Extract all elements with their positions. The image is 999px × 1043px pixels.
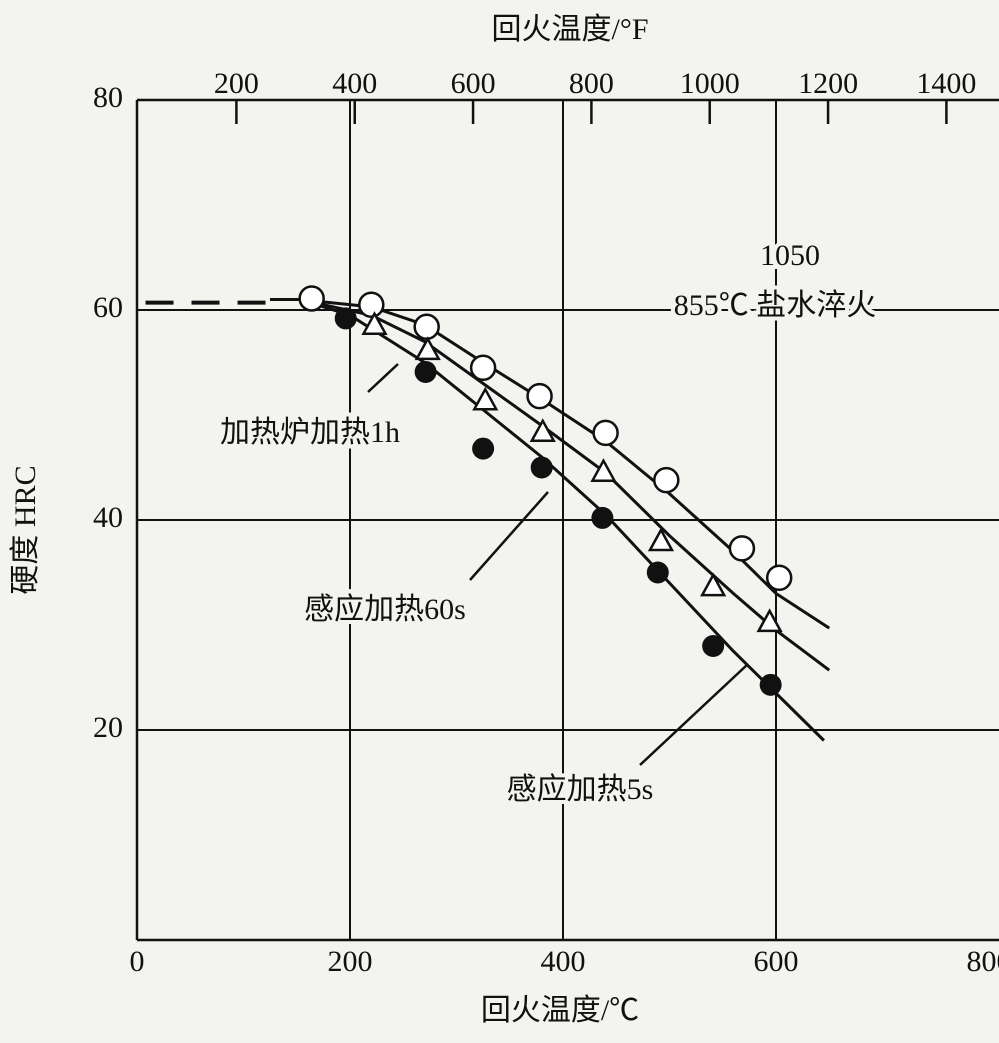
- x2-tick-label: 1400: [916, 67, 976, 100]
- marker: [702, 635, 725, 657]
- y-axis-title: 硬度 HRC: [9, 465, 42, 594]
- marker: [765, 564, 793, 591]
- marker: [472, 386, 499, 411]
- marker: [646, 561, 669, 584]
- marker: [413, 313, 440, 341]
- x-tick-label: 800: [967, 945, 999, 978]
- x2-tick-label: 1200: [798, 67, 858, 100]
- y-tick-label: 80: [93, 81, 123, 114]
- marker: [358, 291, 385, 318]
- marker: [592, 419, 619, 447]
- marker: [591, 506, 614, 529]
- marker: [472, 437, 495, 460]
- x-axis-title: 回火温度/℃: [481, 994, 639, 1027]
- marker: [414, 336, 441, 361]
- marker: [653, 466, 680, 494]
- marker: [530, 456, 553, 479]
- marker: [361, 311, 388, 335]
- x2-tick-label: 1000: [680, 67, 740, 100]
- series-label: 加热炉加热1h: [220, 416, 400, 449]
- marker: [298, 285, 325, 312]
- leader-lines: [367, 363, 749, 766]
- marker: [590, 458, 617, 482]
- y-tick-label: 60: [93, 291, 123, 324]
- marker: [647, 527, 675, 552]
- marker: [759, 673, 782, 696]
- x-tick-label: 200: [328, 945, 373, 978]
- top-axis-title: 回火温度/°F: [491, 13, 648, 46]
- x2-tick-label: 800: [569, 67, 614, 100]
- marker: [700, 572, 727, 597]
- x2-tick-label: 400: [332, 67, 377, 100]
- annotation: 855℃ 盐水淬火: [674, 289, 877, 322]
- y-tick-label: 20: [93, 711, 123, 744]
- series-label: 感应加热5s: [507, 773, 654, 806]
- annotation: 1050: [760, 239, 820, 272]
- leader-line: [367, 363, 399, 393]
- marker: [728, 535, 756, 562]
- series-label: 感应加热60s: [304, 593, 466, 626]
- marker: [414, 360, 437, 383]
- x2-tick-label: 200: [214, 67, 259, 100]
- marker: [469, 354, 497, 381]
- x2-tick-label: 600: [451, 67, 496, 100]
- leader-line: [469, 491, 549, 581]
- marker: [334, 307, 357, 330]
- x-tick-label: 0: [130, 945, 145, 978]
- x-tick-label: 400: [541, 945, 586, 978]
- marker: [756, 608, 783, 633]
- leader-line: [639, 663, 749, 766]
- marker: [529, 418, 556, 443]
- x-tick-label: 600: [754, 945, 799, 978]
- marker: [526, 382, 553, 410]
- y-tick-label: 40: [93, 501, 123, 534]
